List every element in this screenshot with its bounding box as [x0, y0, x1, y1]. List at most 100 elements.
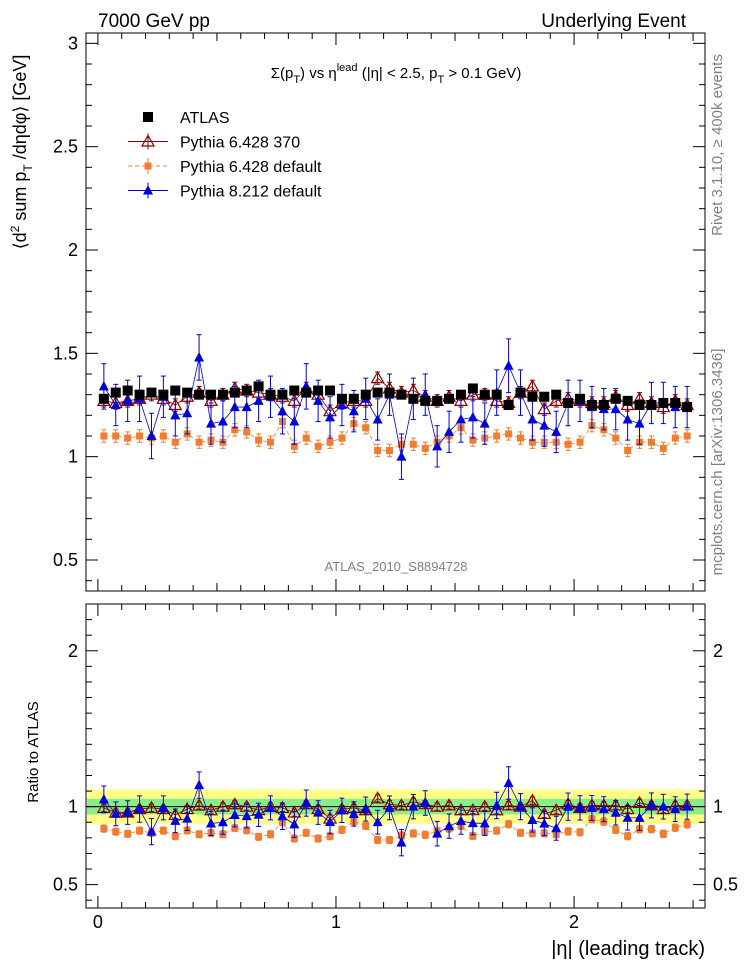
- data-point: [336, 399, 347, 409]
- data-point: [467, 411, 478, 422]
- legend-marker: [140, 134, 156, 147]
- ratio-point: [515, 801, 526, 811]
- data-point: [314, 442, 322, 450]
- data-point: [586, 400, 597, 410]
- ratio-point: [229, 809, 240, 819]
- ratio-point: [442, 798, 457, 811]
- ratio-point: [491, 799, 502, 810]
- y-tick-label: 2: [68, 240, 78, 260]
- y-tick-label: 1: [68, 447, 78, 467]
- ratio-point: [409, 829, 417, 837]
- data-point: [98, 380, 109, 391]
- ratio-point: [551, 822, 562, 833]
- data-point: [491, 389, 502, 400]
- data-point: [444, 426, 455, 436]
- data-point: [409, 440, 417, 448]
- data-point: [134, 389, 145, 400]
- data-point: [112, 432, 120, 440]
- data-point: [313, 395, 324, 405]
- data-point: [396, 389, 407, 400]
- ratio-point: [622, 812, 633, 822]
- data-point: [610, 403, 621, 414]
- ratio-point: [598, 803, 609, 814]
- data-point: [100, 432, 108, 440]
- ratio-point: [408, 801, 419, 811]
- data-point: [267, 438, 275, 446]
- data-point: [610, 393, 621, 404]
- ratio-point: [336, 804, 347, 815]
- ratio-point: [205, 817, 216, 828]
- ratio-point: [670, 803, 681, 814]
- data-point: [370, 370, 385, 384]
- svg-text:Σ(pT) vs ηlead (|η| < 2.5, pT: Σ(pT) vs ηlead (|η| < 2.5, pT > 0.1 GeV): [271, 62, 522, 86]
- ratio-point: [659, 830, 667, 838]
- legend-marker: [143, 185, 153, 195]
- ratio-point: [527, 814, 538, 824]
- data-point: [326, 438, 334, 446]
- data-point: [505, 430, 513, 438]
- ratio-point: [516, 829, 524, 837]
- ratio-point: [98, 793, 109, 804]
- ratio-point: [370, 791, 385, 804]
- data-point: [634, 400, 645, 410]
- data-point: [338, 434, 346, 442]
- data-point: [124, 434, 132, 442]
- ratio-point: [586, 802, 597, 812]
- legend-label: Pythia 8.212 default: [180, 184, 322, 201]
- plot-title: Σ(pT) vs ηlead (|η| < 2.5, pT > 0.1 GeV): [271, 62, 522, 86]
- ratio-point: [683, 820, 691, 828]
- data-point: [194, 389, 205, 400]
- ratio-point: [549, 803, 564, 816]
- data-point: [253, 381, 264, 392]
- ratio-point: [467, 817, 478, 828]
- ratio-point: [241, 810, 252, 821]
- x-tick-label: 0: [93, 912, 103, 932]
- y-tick-label: 3: [68, 33, 78, 53]
- data-point: [528, 438, 536, 446]
- ratio-point: [195, 830, 203, 838]
- data-point: [671, 434, 679, 442]
- data-point: [396, 451, 407, 461]
- data-point: [683, 432, 691, 440]
- ratio-line-1: [103, 797, 688, 819]
- x-axis-label: |η| (leading track): [551, 938, 705, 960]
- ratio-point: [682, 801, 693, 811]
- data-point: [325, 411, 336, 422]
- analysis-tag: ATLAS_2010_S8894728: [325, 559, 468, 574]
- data-point: [646, 400, 657, 410]
- data-point: [277, 405, 288, 416]
- data-point: [598, 400, 609, 410]
- ratio-y-tick-label-right: 0.5: [713, 875, 738, 895]
- data-point: [170, 409, 181, 420]
- data-point: [444, 393, 455, 404]
- ratio-y-tick-label: 2: [68, 641, 78, 661]
- x-tick-label: 1: [331, 912, 341, 932]
- ratio-y-tick-label: 0.5: [53, 875, 78, 895]
- data-point: [539, 420, 550, 430]
- data-point: [217, 389, 228, 400]
- data-point: [171, 438, 179, 446]
- ratio-point: [194, 779, 205, 790]
- data-point: [289, 416, 300, 426]
- data-point: [301, 387, 312, 398]
- data-point: [146, 387, 157, 398]
- ratio-point: [634, 812, 645, 822]
- ratio-point: [217, 816, 228, 827]
- ratio-point: [289, 818, 300, 829]
- data-point: [503, 400, 514, 410]
- data-point: [659, 444, 667, 452]
- data-point: [386, 446, 394, 454]
- svg-text:⟨d2 sum pT /dηdφ⟩ [GeV]: ⟨d2 sum pT /dηdφ⟩ [GeV]: [8, 55, 35, 250]
- data-point: [146, 430, 157, 440]
- data-point: [576, 438, 584, 446]
- data-point: [467, 383, 478, 394]
- ratio-point: [265, 802, 276, 812]
- data-point: [241, 385, 252, 396]
- ratio-point: [539, 818, 550, 828]
- header-right: Underlying Event: [541, 11, 686, 32]
- data-point: [503, 360, 514, 370]
- data-point: [564, 440, 572, 448]
- data-point: [469, 436, 477, 444]
- ratio-point: [231, 824, 239, 832]
- data-point: [289, 385, 300, 396]
